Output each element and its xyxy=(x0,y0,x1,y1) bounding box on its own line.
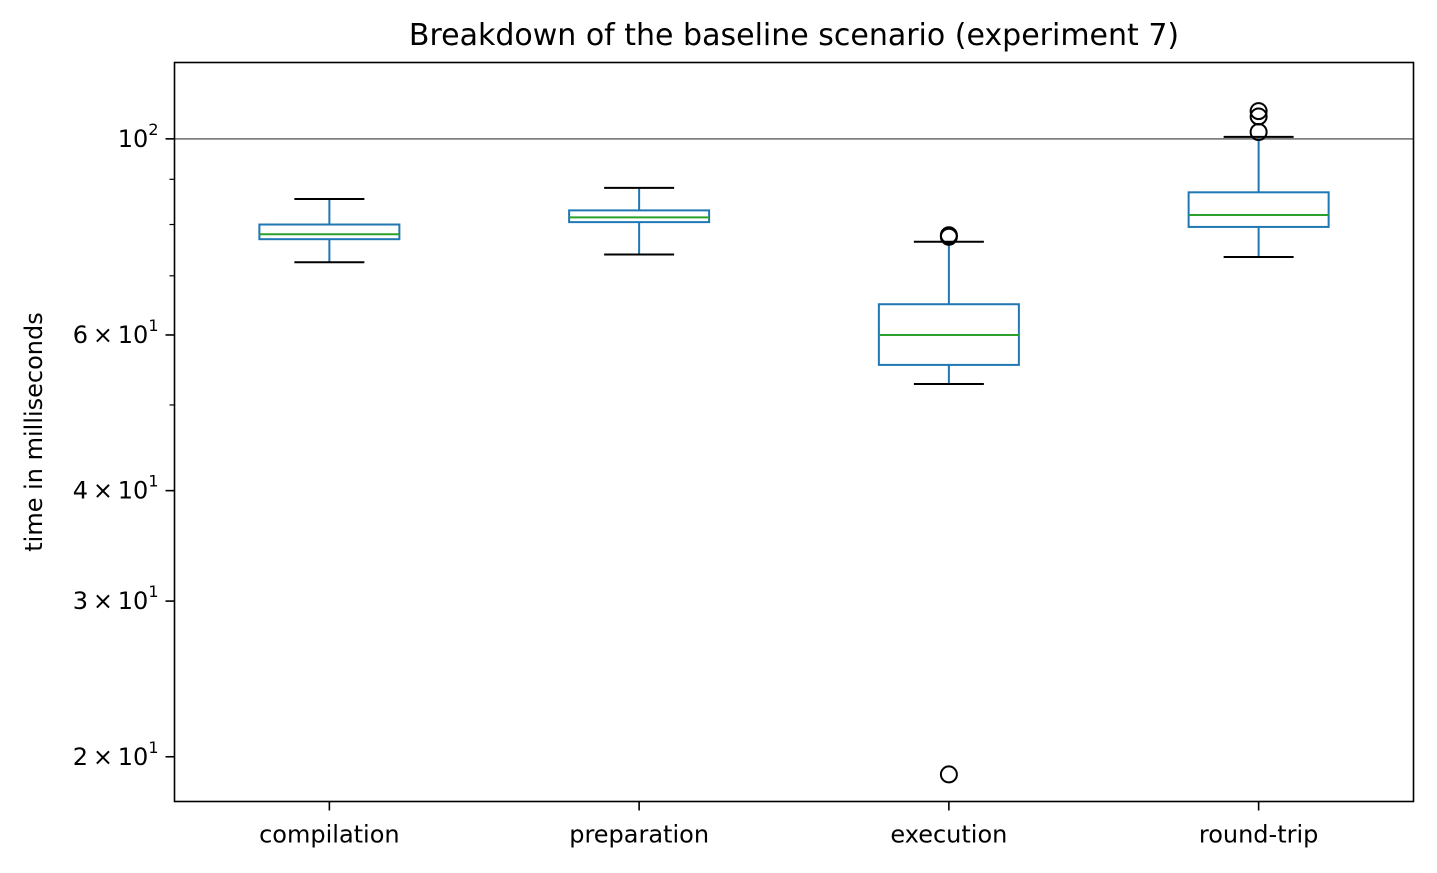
outlier-point xyxy=(1249,102,1268,121)
y-tick-label: 3 × 101 xyxy=(73,582,159,615)
y-axis-label: time in milliseconds xyxy=(20,312,48,552)
axes: compilation preparation execution round-tri… xyxy=(73,120,1319,849)
box-compilation xyxy=(258,197,401,264)
outlier-point xyxy=(939,226,958,245)
box-round-trip xyxy=(1187,102,1330,259)
chart-title: Breakdown of the baseline scenario (expe… xyxy=(409,18,1179,53)
outlier-point xyxy=(939,765,958,784)
iqr-box xyxy=(1187,191,1330,228)
plot-frame xyxy=(173,61,1415,803)
outlier-point xyxy=(1249,107,1268,126)
y-tick-label: 6 × 101 xyxy=(73,316,159,349)
iqr-box xyxy=(568,209,711,224)
y-tick-label: 4 × 101 xyxy=(73,472,159,505)
x-tick-label: round-trip xyxy=(1199,821,1319,849)
box-preparation xyxy=(568,186,711,256)
box-execution xyxy=(877,226,1020,784)
y-tick-label: 2 × 101 xyxy=(73,738,159,771)
iqr-box xyxy=(258,223,401,241)
x-tick-label: compilation xyxy=(259,821,400,849)
x-tick-label: execution xyxy=(890,821,1007,849)
plot-area xyxy=(174,102,1414,784)
y-tick-label: 102 xyxy=(118,120,159,153)
x-tick-label: preparation xyxy=(569,821,709,849)
